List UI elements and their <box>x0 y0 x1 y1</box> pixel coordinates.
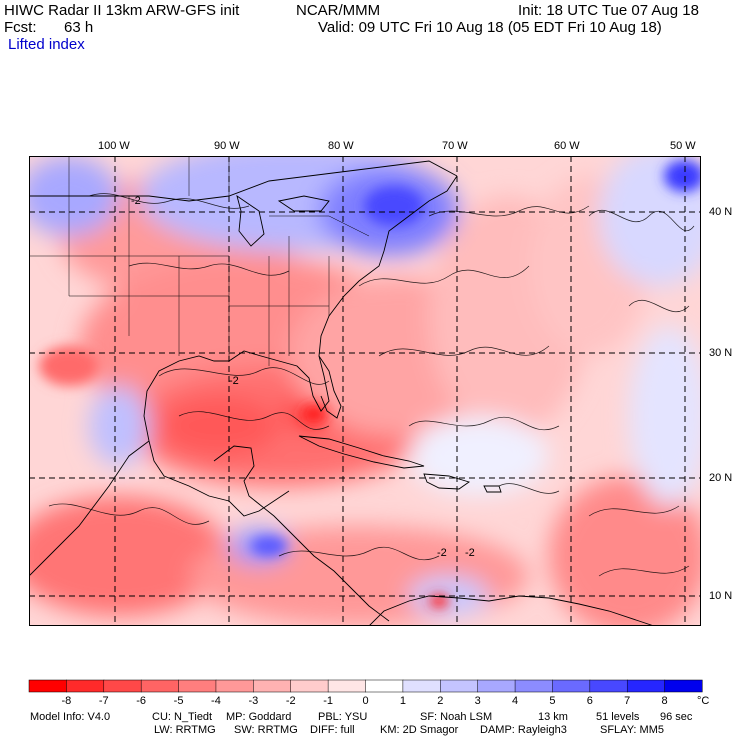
colorbar-swatch <box>440 679 479 693</box>
colorbar-tick-label: -2 <box>286 695 296 706</box>
colorbar-swatch <box>589 679 628 693</box>
colorbar-unit: °C <box>697 695 709 706</box>
contour-label: -2 <box>437 547 447 559</box>
model-info-sf: SF: Noah LSM <box>420 711 493 723</box>
colorbar-swatch <box>253 679 292 693</box>
colorbar-swatch <box>664 679 703 693</box>
colorbar-swatch <box>477 679 516 693</box>
lon-label-50w: 50 W <box>670 140 696 152</box>
colorbar-swatch <box>552 679 591 693</box>
colorbar-swatch <box>402 679 441 693</box>
contour-lines <box>48 193 695 577</box>
colorbar-swatch <box>178 679 217 693</box>
colorbar-tick-label: -8 <box>61 695 71 706</box>
colorbar-swatch <box>66 679 105 693</box>
lat-label-20n: 20 N <box>709 472 733 484</box>
colorbar-labels: -8 -7 -6 -5 -4 -3 -2 -1 0 1 2 3 4 5 6 7 8 <box>61 695 667 706</box>
colorbar-tick-label: 8 <box>662 695 668 706</box>
init-time: Init: 18 UTC Tue 07 Aug 18 <box>518 2 699 19</box>
lon-label-70w: 70 W <box>442 140 468 152</box>
colorbar-tick-label: -6 <box>136 695 146 706</box>
model-info-res: 13 km <box>538 711 568 723</box>
colorbar-tick-label: 0 <box>362 695 368 706</box>
coastlines <box>29 160 655 626</box>
model-info-cu: CU: N_Tiedt <box>152 711 213 723</box>
model-info-timestep: 96 sec <box>660 711 693 723</box>
forecast-label: Fcst: <box>4 19 37 36</box>
model-title: HIWC Radar II 13km ARW-GFS init <box>4 2 240 19</box>
colorbar-swatch <box>365 679 404 693</box>
colorbar-tick-label: 3 <box>475 695 481 706</box>
model-info-lw: LW: RRTMG <box>154 724 216 736</box>
field-label: Lifted index <box>8 36 85 53</box>
lon-label-90w: 90 W <box>214 140 240 152</box>
colorbar-swatch <box>626 679 666 693</box>
colorbar-swatch <box>28 679 67 693</box>
lon-label-80w: 80 W <box>328 140 354 152</box>
valid-time: Valid: 09 UTC Fri 10 Aug 18 (05 EDT Fri … <box>318 19 662 36</box>
forecast-hours: 63 h <box>64 19 94 36</box>
model-info-pbl: PBL: YSU <box>318 711 368 723</box>
model-info-km: KM: 2D Smagor <box>380 724 459 736</box>
lon-label-60w: 60 W <box>554 140 580 152</box>
colorbar-swatch <box>103 679 142 693</box>
lat-label-40n: 40 N <box>709 206 733 218</box>
model-info-sw: SW: RRTMG <box>234 724 298 736</box>
colorbar-tick-label: 1 <box>400 695 406 706</box>
model-info-version: Model Info: V4.0 <box>30 711 111 723</box>
colorbar-tick-label: -4 <box>211 695 221 706</box>
colorbar: -8 -7 -6 -5 -4 -3 -2 -1 0 1 2 3 4 5 6 7 8 °C <box>28 679 709 706</box>
lat-label-30n: 30 N <box>709 347 733 359</box>
graticule <box>29 156 701 626</box>
colorbar-swatch <box>215 679 254 693</box>
contour-label: -2 <box>465 547 475 559</box>
colorbar-tick-label: -5 <box>174 695 184 706</box>
lon-label-100w: 100 W <box>98 140 130 152</box>
colorbar-tick-label: 5 <box>549 695 555 706</box>
model-info-sflay: SFLAY: MM5 <box>600 724 664 736</box>
colorbar-tick-label: -7 <box>99 695 109 706</box>
contour-label: -2 <box>229 375 239 387</box>
colorbar-tick-label: 6 <box>587 695 593 706</box>
colorbar-tick-label: 2 <box>437 695 443 706</box>
lat-label-10n: 10 N <box>709 590 733 602</box>
lifted-index-map: -2 -2 -2 -2 <box>29 156 701 626</box>
colorbar-swatches <box>28 679 703 693</box>
colorbar-swatch <box>514 679 553 693</box>
model-info-levels: 51 levels <box>596 711 640 723</box>
colorbar-swatch <box>140 679 180 693</box>
colorbar-tick-label: -3 <box>248 695 258 706</box>
contour-label: -2 <box>131 195 141 207</box>
colorbar-tick-label: -1 <box>323 695 333 706</box>
model-info-damp: DAMP: Rayleigh3 <box>480 724 567 736</box>
colorbar-swatch <box>327 679 367 693</box>
colorbar-swatch <box>290 679 329 693</box>
map-frame <box>29 156 701 626</box>
model-info-diff: DIFF: full <box>310 724 355 736</box>
colorbar-tick-label: 7 <box>624 695 630 706</box>
org-label: NCAR/MMM <box>296 2 381 19</box>
colorbar-tick-label: 4 <box>512 695 518 706</box>
model-info-mp: MP: Goddard <box>226 711 292 723</box>
